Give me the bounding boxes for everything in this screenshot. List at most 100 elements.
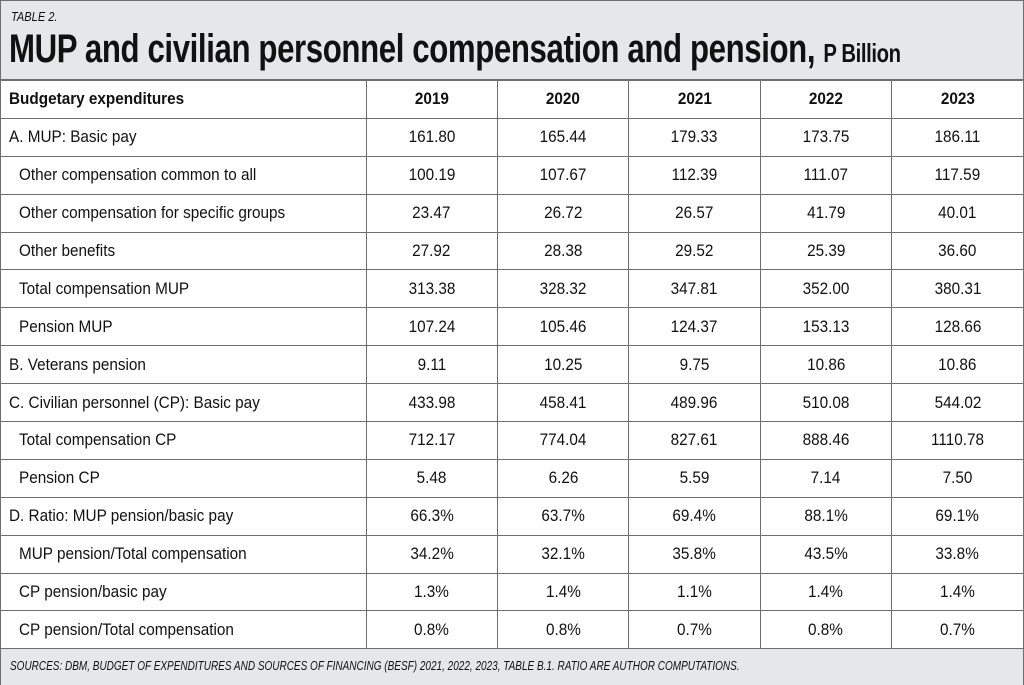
table-cell: 34.2% <box>365 534 498 574</box>
table-cell: 35.8% <box>628 534 761 574</box>
table-cell: 352.00 <box>759 269 893 309</box>
table-cell: 124.37 <box>628 307 761 347</box>
table-row: D. Ratio: MUP pension/basic pay 66.3% 63.7… <box>1 496 1023 536</box>
table-cell: 153.13 <box>759 307 893 347</box>
table-cell: 458.41 <box>496 383 630 423</box>
table-cell: 88.1% <box>759 496 893 536</box>
table-cell: 69.1% <box>891 496 1023 536</box>
table-cell: 313.38 <box>365 269 498 309</box>
table-cell: 433.98 <box>365 383 498 423</box>
table-cell: 10.25 <box>496 345 630 385</box>
table-label: TABLE 2. <box>11 9 58 24</box>
column-header: 2022 <box>759 80 893 119</box>
table-cell: 28.38 <box>496 231 630 271</box>
table-row: CP pension/Total compensation 0.8% 0.8% 0.7… <box>1 610 1023 650</box>
table-cell: 5.59 <box>628 458 761 498</box>
table-row: Other benefits 27.92 28.38 29.52 25.39 36.60 <box>1 231 1023 271</box>
table-cell: 510.08 <box>759 383 893 423</box>
table-cell: 23.47 <box>365 193 498 233</box>
column-header: 2020 <box>496 80 630 119</box>
title-band: TABLE 2. MUP and civilian personnel comp… <box>1 1 1023 80</box>
table-row: Other compensation common to all 100.19 10… <box>1 155 1023 195</box>
table-title: MUP and civilian personnel compensation … <box>9 27 901 72</box>
table-cell: 32.1% <box>496 534 630 574</box>
row-label: Other compensation for specific groups <box>1 193 367 233</box>
table-cell: 0.7% <box>628 610 761 650</box>
source-note: SOURCES: DBM, BUDGET OF EXPENDITURES AND… <box>1 648 1023 685</box>
table-cell: 10.86 <box>891 345 1023 385</box>
row-label: Total compensation CP <box>1 421 367 460</box>
column-header: 2021 <box>628 80 761 119</box>
table-cell: 1.1% <box>628 572 761 612</box>
table-cell: 179.33 <box>628 117 761 157</box>
row-label: CP pension/basic pay <box>1 572 367 612</box>
table-cell: 69.4% <box>628 496 761 536</box>
table-cell: 107.24 <box>365 307 498 347</box>
table-cell: 328.32 <box>496 269 630 309</box>
table-cell: 1.4% <box>496 572 630 612</box>
table-cell: 107.67 <box>496 155 630 195</box>
table-cell: 27.92 <box>365 231 498 271</box>
table-cell: 165.44 <box>496 117 630 157</box>
table-cell: 105.46 <box>496 307 630 347</box>
table-cell: 66.3% <box>365 496 498 536</box>
row-label: A. MUP: Basic pay <box>1 117 367 157</box>
table-cell: 712.17 <box>365 421 498 460</box>
column-header: 2019 <box>365 80 498 119</box>
table-row: A. MUP: Basic pay 161.80 165.44 179.33 173.7… <box>1 117 1023 157</box>
table-row: B. Veterans pension 9.11 10.25 9.75 10.86 10.… <box>1 345 1023 385</box>
table-row: Pension CP 5.48 6.26 5.59 7.14 7.50 <box>1 458 1023 498</box>
table-cell: 29.52 <box>628 231 761 271</box>
row-label: CP pension/Total compensation <box>1 610 367 650</box>
table-cell: 128.66 <box>891 307 1023 347</box>
table-cell: 0.8% <box>365 610 498 650</box>
table-cell: 489.96 <box>628 383 761 423</box>
table-cell: 380.31 <box>891 269 1023 309</box>
table-cell: 10.86 <box>759 345 893 385</box>
table-row: MUP pension/Total compensation 34.2% 32.1%… <box>1 534 1023 574</box>
table-cell: 41.79 <box>759 193 893 233</box>
table-cell: 36.60 <box>891 231 1023 271</box>
table-cell: 544.02 <box>891 383 1023 423</box>
table-cell: 6.26 <box>496 458 630 498</box>
table-cell: 888.46 <box>759 421 893 460</box>
row-label: Pension MUP <box>1 307 367 347</box>
row-label: B. Veterans pension <box>1 345 367 385</box>
table-cell: 33.8% <box>891 534 1023 574</box>
table-row: Total compensation CP 712.17 774.04 827.61 8… <box>1 421 1023 460</box>
table-cell: 0.8% <box>759 610 893 650</box>
table-cell: 0.7% <box>891 610 1023 650</box>
table-cell: 161.80 <box>365 117 498 157</box>
table-row: Other compensation for specific groups 23… <box>1 193 1023 233</box>
table-cell: 1.4% <box>759 572 893 612</box>
table-cell: 26.57 <box>628 193 761 233</box>
column-header: Budgetary expenditures <box>1 80 367 119</box>
row-label: Total compensation MUP <box>1 269 367 309</box>
table-cell: 1.4% <box>891 572 1023 612</box>
row-label: Other benefits <box>1 231 367 271</box>
table-cell: 111.07 <box>759 155 893 195</box>
table-row: Pension MUP 107.24 105.46 124.37 153.13 128.6… <box>1 307 1023 347</box>
row-label: Pension CP <box>1 458 367 498</box>
table-cell: 0.8% <box>496 610 630 650</box>
table-cell: 26.72 <box>496 193 630 233</box>
table-cell: 173.75 <box>759 117 893 157</box>
unit-label: P Billion <box>823 38 901 68</box>
table-cell: 1110.78 <box>891 421 1023 460</box>
table-cell: 1.3% <box>365 572 498 612</box>
table-cell: 43.5% <box>759 534 893 574</box>
table-cell: 7.14 <box>759 458 893 498</box>
table-cell: 25.39 <box>759 231 893 271</box>
row-label: MUP pension/Total compensation <box>1 534 367 574</box>
table-row: CP pension/basic pay 1.3% 1.4% 1.1% 1.4% 1.4% <box>1 572 1023 612</box>
row-label: D. Ratio: MUP pension/basic pay <box>1 496 367 536</box>
table-cell: 117.59 <box>891 155 1023 195</box>
table-cell: 774.04 <box>496 421 630 460</box>
column-header: 2023 <box>891 80 1023 119</box>
table-row: C. Civilian personnel (CP): Basic pay 433… <box>1 383 1023 423</box>
table-cell: 9.75 <box>628 345 761 385</box>
header-row: Budgetary expenditures 2019 2020 2021 20… <box>1 80 1023 119</box>
data-table: Budgetary expenditures 2019 2020 2021 20… <box>1 80 1023 650</box>
table-cell: 827.61 <box>628 421 761 460</box>
table-cell: 347.81 <box>628 269 761 309</box>
